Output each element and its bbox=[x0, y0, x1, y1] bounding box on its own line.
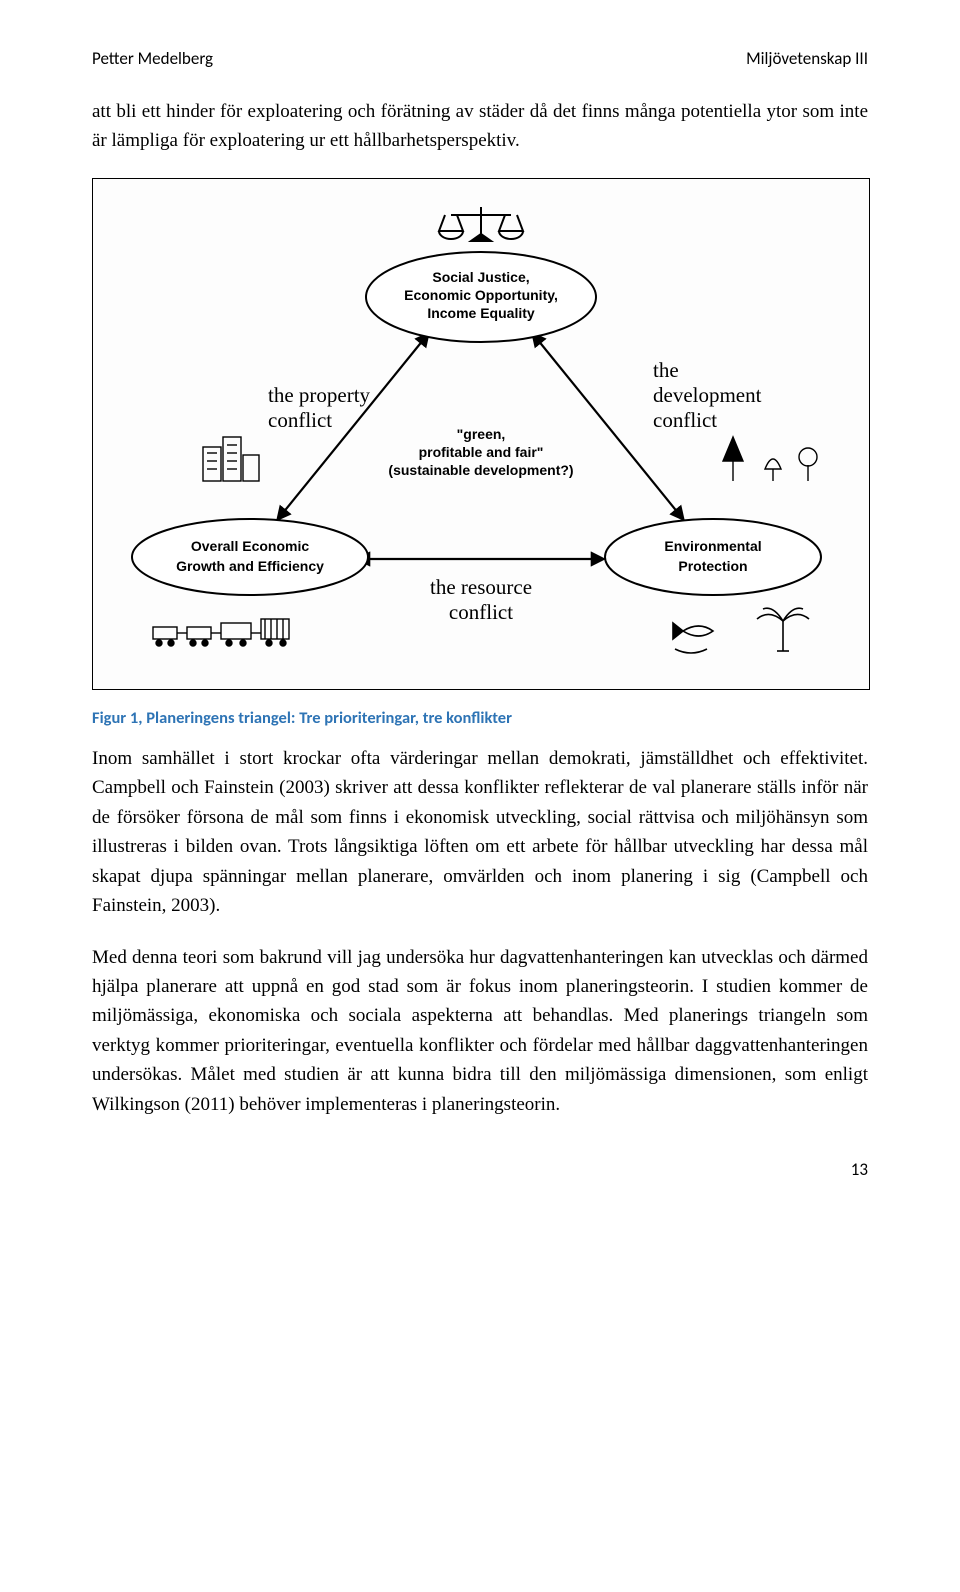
page-number: 13 bbox=[92, 1159, 868, 1180]
node-left-ellipse bbox=[132, 519, 368, 595]
center-label-2: profitable and fair" bbox=[419, 444, 544, 460]
node-top-line3: Income Equality bbox=[427, 305, 535, 321]
header-right: Miljövetenskap III bbox=[746, 48, 868, 69]
edge-right-label-3: conflict bbox=[653, 408, 717, 432]
paragraph-3: Med denna teori som bakrund vill jag und… bbox=[92, 943, 868, 1120]
buildings-icon bbox=[203, 437, 259, 481]
page-container: Petter Medelberg Miljövetenskap III att … bbox=[0, 0, 960, 1220]
figure-caption: Figur 1, Planeringens triangel: Tre prio… bbox=[92, 708, 868, 728]
center-label-1: "green, bbox=[457, 426, 506, 442]
paragraph-1: att bli ett hinder för exploatering och … bbox=[92, 97, 868, 156]
center-label-3: (sustainable development?) bbox=[388, 462, 573, 478]
edge-left-label-1: the property bbox=[268, 383, 371, 407]
node-left-line1: Overall Economic bbox=[191, 538, 309, 554]
balance-scale-icon bbox=[439, 207, 523, 241]
figure-planning-triangle: Social Justice, Economic Opportunity, In… bbox=[92, 178, 870, 690]
node-right-ellipse bbox=[605, 519, 821, 595]
header-left: Petter Medelberg bbox=[92, 48, 213, 69]
paragraph-2: Inom samhället i stort krockar ofta värd… bbox=[92, 744, 868, 921]
node-right-line1: Environmental bbox=[664, 538, 761, 554]
palm-icon bbox=[757, 608, 809, 651]
node-left-line2: Growth and Efficiency bbox=[176, 558, 324, 574]
fish-icon bbox=[673, 623, 713, 653]
edge-bottom-label-1: the resource bbox=[430, 575, 532, 599]
triangle-diagram-svg: Social Justice, Economic Opportunity, In… bbox=[93, 179, 869, 689]
node-top-line2: Economic Opportunity, bbox=[404, 287, 558, 303]
node-top-line1: Social Justice, bbox=[432, 269, 529, 285]
edge-bottom-label-2: conflict bbox=[449, 600, 513, 624]
edge-left-label-2: conflict bbox=[268, 408, 332, 432]
running-head: Petter Medelberg Miljövetenskap III bbox=[92, 48, 868, 69]
node-right-line2: Protection bbox=[678, 558, 747, 574]
trees-icon bbox=[723, 437, 817, 481]
edge-right-label-2: development bbox=[653, 383, 762, 407]
edge-right-label-1: the bbox=[653, 358, 679, 382]
wagons-icon bbox=[153, 619, 289, 646]
